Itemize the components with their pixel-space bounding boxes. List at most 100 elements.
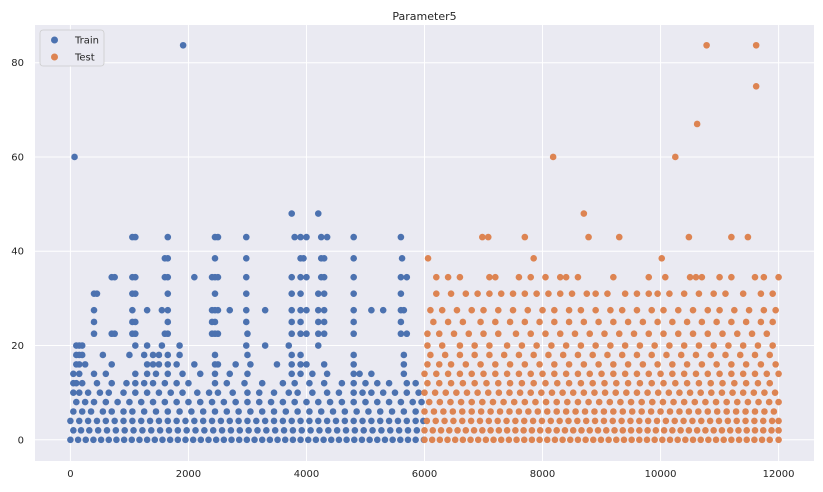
point-train [90, 398, 98, 406]
point-test [739, 290, 747, 297]
point-train [413, 427, 421, 434]
point-test [444, 318, 452, 326]
point-train [379, 306, 387, 314]
point-test [607, 306, 614, 314]
point-test [718, 427, 726, 434]
point-test [610, 318, 617, 326]
point-test [682, 436, 689, 444]
point-train [350, 255, 357, 262]
point-train [279, 417, 287, 425]
point-train [397, 398, 405, 406]
point-test [695, 290, 703, 297]
point-train [201, 427, 208, 434]
point-test [534, 408, 542, 415]
point-test [527, 273, 535, 281]
point-train [73, 398, 80, 406]
point-test [436, 398, 444, 406]
point-train [397, 330, 405, 338]
point-train [78, 342, 86, 349]
point-train [132, 273, 139, 281]
point-test [431, 389, 439, 396]
point-test [765, 398, 773, 406]
point-test [447, 379, 455, 387]
point-test [433, 370, 440, 378]
point-test [551, 436, 559, 444]
point-train [323, 370, 331, 378]
point-train [412, 408, 419, 415]
point-test [424, 255, 432, 262]
point-test [718, 389, 726, 396]
point-train [164, 318, 172, 326]
point-test [680, 342, 688, 349]
point-train [123, 379, 130, 387]
point-train [136, 436, 143, 444]
point-test [644, 417, 652, 425]
point-test [450, 417, 457, 425]
point-train [242, 306, 250, 314]
point-test [503, 417, 510, 425]
point-train [199, 417, 207, 425]
point-test [450, 330, 458, 338]
point-test [492, 370, 499, 378]
point-test [548, 389, 556, 396]
point-test [582, 417, 590, 425]
point-train [294, 408, 301, 415]
point-test [479, 233, 486, 241]
point-test [538, 417, 546, 425]
point-test [435, 330, 443, 338]
data-points [67, 41, 782, 444]
point-train [84, 389, 92, 396]
point-test [487, 427, 494, 434]
point-train [388, 408, 396, 415]
point-test [474, 436, 482, 444]
point-test [760, 306, 768, 314]
point-train [360, 427, 368, 434]
point-train [412, 379, 419, 387]
point-train [113, 436, 120, 444]
point-test [754, 379, 762, 387]
point-test [468, 408, 476, 415]
point-train [140, 408, 148, 415]
point-test [509, 290, 517, 297]
point-train [214, 273, 222, 281]
point-test [527, 330, 535, 338]
point-test [751, 273, 759, 281]
point-test [494, 417, 501, 425]
point-train [366, 436, 373, 444]
point-test [428, 436, 436, 444]
point-train [288, 351, 296, 359]
point-train [242, 233, 250, 241]
point-train [161, 379, 169, 387]
point-train [214, 233, 222, 241]
point-test [661, 273, 669, 281]
point-test [592, 290, 599, 297]
point-train [323, 417, 331, 425]
point-train [329, 408, 337, 415]
point-test [768, 417, 776, 425]
point-test [421, 389, 428, 396]
point-train [338, 379, 346, 387]
point-train [67, 436, 74, 444]
point-test [728, 436, 735, 444]
point-train [229, 389, 237, 396]
point-test [565, 379, 573, 387]
point-test [651, 342, 658, 349]
point-test [693, 120, 701, 128]
point-test [742, 408, 749, 415]
point-train [164, 273, 172, 281]
point-test [648, 398, 656, 406]
point-test [726, 427, 734, 434]
point-test [733, 398, 741, 406]
point-train [397, 273, 405, 281]
point-test [660, 427, 668, 434]
point-train [212, 436, 220, 444]
x-tick-label: 12000 [763, 469, 795, 480]
point-test [430, 408, 438, 415]
point-train [314, 417, 322, 425]
point-test [671, 417, 679, 425]
point-train [132, 389, 139, 396]
point-test [515, 408, 523, 415]
point-test [591, 408, 598, 415]
point-test [742, 318, 750, 326]
